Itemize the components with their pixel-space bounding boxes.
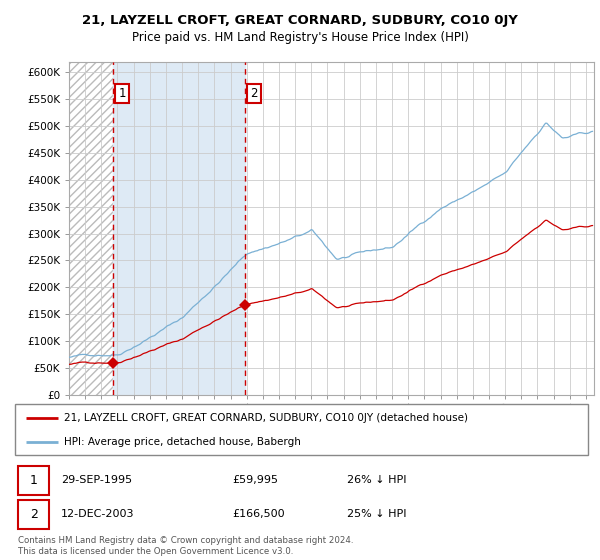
Text: £59,995: £59,995 [233,475,279,486]
Text: 12-DEC-2003: 12-DEC-2003 [61,510,134,519]
Text: 1: 1 [118,87,126,100]
Text: Contains HM Land Registry data © Crown copyright and database right 2024.
This d: Contains HM Land Registry data © Crown c… [18,536,353,556]
Text: 1: 1 [29,474,38,487]
Text: 21, LAYZELL CROFT, GREAT CORNARD, SUDBURY, CO10 0JY: 21, LAYZELL CROFT, GREAT CORNARD, SUDBUR… [82,14,518,27]
Text: Price paid vs. HM Land Registry's House Price Index (HPI): Price paid vs. HM Land Registry's House … [131,31,469,44]
Text: 25% ↓ HPI: 25% ↓ HPI [347,510,407,519]
Text: 2: 2 [29,508,38,521]
Text: 26% ↓ HPI: 26% ↓ HPI [347,475,407,486]
Bar [69,62,113,395]
Text: 21, LAYZELL CROFT, GREAT CORNARD, SUDBURY, CO10 0JY (detached house): 21, LAYZELL CROFT, GREAT CORNARD, SUDBUR… [64,413,468,423]
Bar [113,62,245,395]
FancyBboxPatch shape [18,466,49,494]
Bar [69,62,113,395]
FancyBboxPatch shape [15,404,588,455]
Text: HPI: Average price, detached house, Babergh: HPI: Average price, detached house, Babe… [64,437,301,447]
Text: 2: 2 [250,87,257,100]
FancyBboxPatch shape [18,500,49,529]
Text: 29-SEP-1995: 29-SEP-1995 [61,475,132,486]
Text: £166,500: £166,500 [233,510,286,519]
